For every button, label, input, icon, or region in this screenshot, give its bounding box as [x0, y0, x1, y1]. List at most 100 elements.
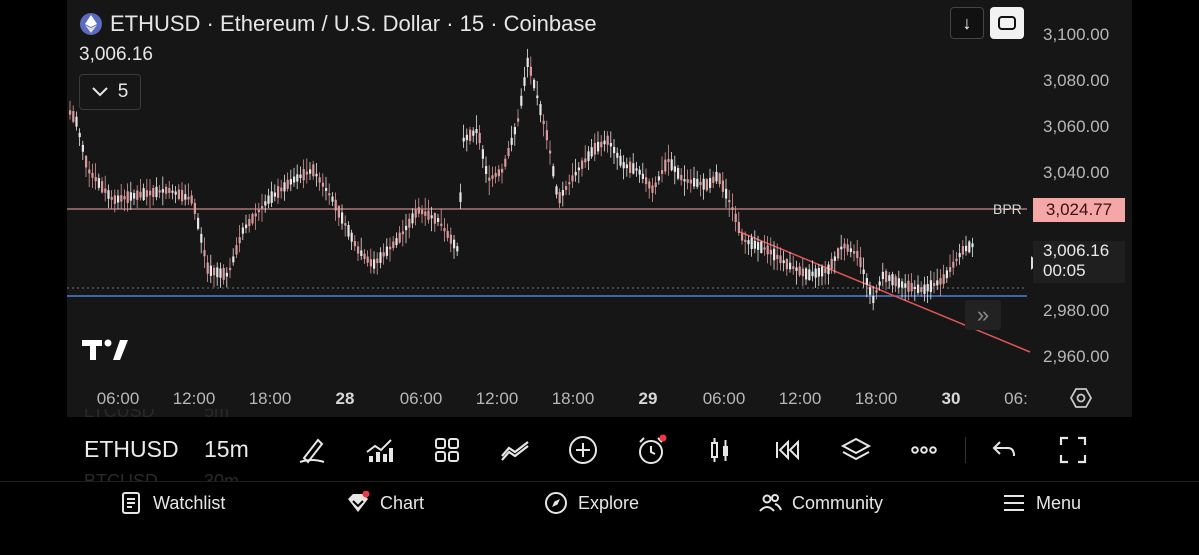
nav-community[interactable]: Community	[758, 491, 883, 515]
candle-body	[459, 192, 462, 203]
candle-body	[206, 262, 209, 274]
candle-body	[120, 195, 123, 202]
replay-button[interactable]	[770, 432, 806, 468]
candle-body	[734, 213, 737, 222]
candle-body	[600, 141, 603, 148]
candle-body	[472, 130, 475, 136]
candle-body	[152, 187, 155, 197]
candle-body	[689, 179, 692, 184]
candle-body	[664, 159, 667, 172]
candle-body	[837, 248, 840, 259]
ghost-symbol: BTCUSD	[84, 471, 159, 481]
candle-body	[465, 134, 468, 141]
add-button[interactable]	[565, 432, 601, 468]
indicators-toggle-button[interactable]: 5	[79, 74, 141, 110]
chart-title[interactable]: ETHUSD · Ethereum / U.S. Dollar · 15 · C…	[80, 11, 597, 37]
arrow-down-icon: ↓	[962, 12, 972, 33]
candle-body	[216, 267, 219, 278]
nav-explore[interactable]: Explore	[544, 491, 639, 515]
candle-body	[773, 248, 776, 261]
candle-body	[651, 185, 654, 193]
candle-body	[369, 259, 372, 267]
nav-menu[interactable]: Menu	[1002, 491, 1081, 515]
strategy-button[interactable]	[497, 432, 533, 468]
double-chevron-right-icon: »	[976, 302, 990, 327]
indicators-count: 5	[117, 81, 129, 102]
candle-body	[814, 268, 817, 278]
candle-body	[510, 137, 513, 145]
bar-countdown: 00:05	[1043, 261, 1086, 280]
candle-body	[305, 171, 308, 175]
candle-body	[251, 214, 254, 224]
candle-body	[645, 177, 648, 185]
candle-body	[933, 282, 936, 287]
candle-body	[568, 182, 571, 185]
object-tree-button[interactable]	[838, 432, 874, 468]
nav-chart[interactable]: Chart	[346, 491, 424, 515]
candle-body	[315, 173, 318, 177]
layouts-button[interactable]	[429, 432, 465, 468]
candle-body	[168, 187, 171, 193]
scroll-to-realtime-button[interactable]: »	[965, 300, 1001, 330]
candle-body	[926, 283, 929, 292]
strategy-icon	[501, 441, 529, 461]
candle-body	[81, 144, 84, 152]
interval-picker[interactable]: 15m	[204, 436, 249, 462]
candle-body	[648, 181, 651, 189]
candle-body	[88, 169, 91, 174]
candle-body	[789, 262, 792, 270]
candle-body	[229, 267, 232, 271]
time-tick: 28	[335, 389, 355, 408]
candle-body	[830, 258, 833, 270]
download-button[interactable]: ↓	[950, 7, 984, 39]
candle-body	[529, 66, 532, 76]
candle-body	[936, 280, 939, 286]
candle-body	[741, 233, 744, 241]
candle-body	[449, 234, 452, 244]
candle-body	[888, 275, 891, 281]
candle-body	[597, 141, 600, 152]
candles-icon	[711, 438, 728, 462]
candle-body	[129, 192, 132, 201]
alert-icon	[639, 434, 667, 464]
candle-body	[293, 176, 296, 183]
candle-body	[171, 190, 174, 193]
candle-body	[139, 191, 142, 198]
drawing-tool-button[interactable]	[294, 432, 330, 468]
candle-body	[581, 160, 584, 169]
interval-picker-next[interactable]: 30m	[204, 471, 239, 481]
candle-body	[321, 182, 324, 187]
candle-body	[392, 241, 395, 249]
chart-toolbar	[67, 417, 1132, 481]
chart-type-button[interactable]	[702, 432, 738, 468]
candle-body	[827, 264, 830, 275]
time-tick: 12:00	[172, 389, 216, 408]
candle-body	[699, 181, 702, 186]
time-tick: 06:00	[399, 389, 443, 408]
candle-body	[475, 129, 478, 134]
candle-body	[75, 116, 78, 127]
undo-button[interactable]	[986, 432, 1022, 468]
candle-body	[91, 172, 94, 178]
fullscreen-button[interactable]	[1055, 432, 1091, 468]
candle-body	[853, 251, 856, 254]
candle-body	[670, 159, 673, 171]
nav-watchlist[interactable]: Watchlist	[119, 491, 225, 515]
indicators-button[interactable]	[361, 432, 397, 468]
fullscreen-toggle-button[interactable]	[990, 7, 1024, 39]
candle-body	[616, 152, 619, 158]
chart-area[interactable]	[67, 0, 1132, 417]
candle-body	[328, 193, 331, 196]
alert-button[interactable]	[633, 432, 669, 468]
symbol-picker-prev[interactable]: LTCUSD	[84, 409, 155, 425]
candle-body	[485, 166, 488, 174]
chart-settings-icon[interactable]	[1069, 386, 1093, 410]
candle-body	[805, 268, 808, 280]
candle-body	[433, 213, 436, 224]
candle-body	[945, 270, 948, 279]
interval-picker-prev[interactable]: 5m	[204, 409, 229, 425]
layers-icon	[840, 437, 872, 461]
more-button[interactable]	[906, 432, 942, 468]
symbol-picker[interactable]: ETHUSD	[84, 436, 179, 462]
symbol-picker-next[interactable]: BTCUSD	[84, 471, 158, 481]
